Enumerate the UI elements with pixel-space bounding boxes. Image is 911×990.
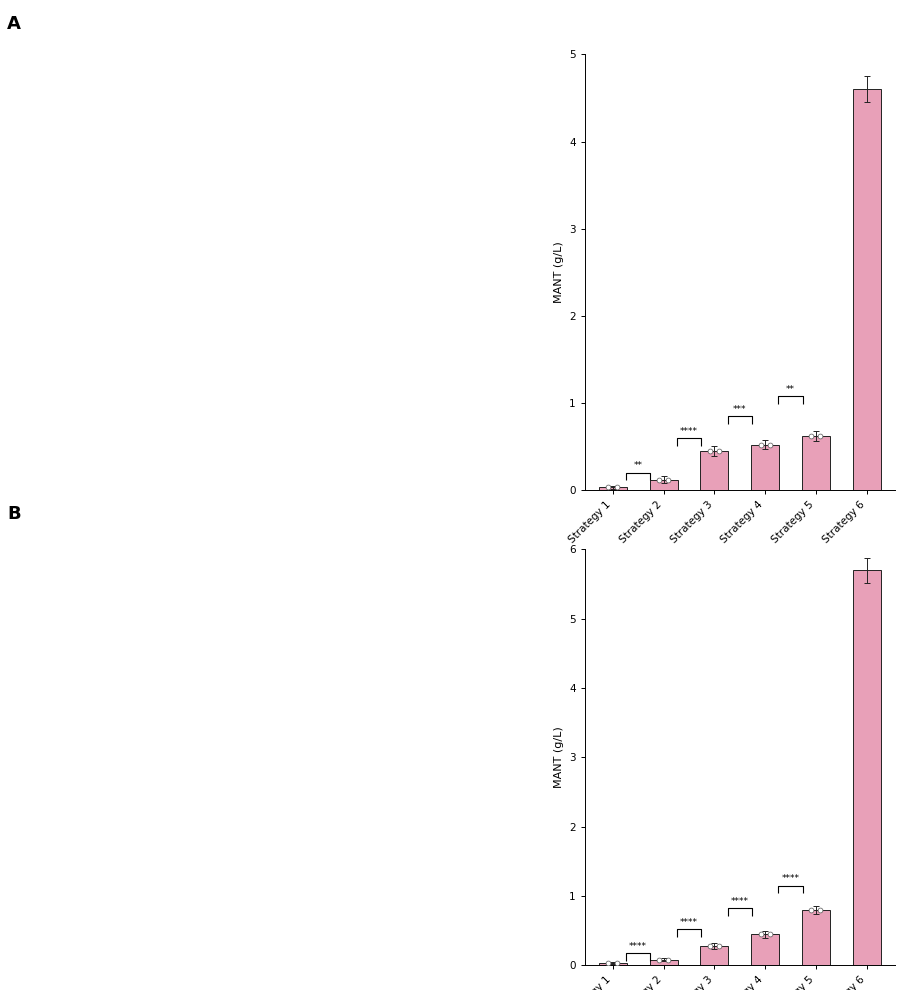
Text: ****: **** xyxy=(630,942,647,951)
Bar xyxy=(752,935,779,965)
Text: ****: **** xyxy=(680,918,698,927)
Text: ****: **** xyxy=(731,897,749,907)
Bar xyxy=(853,89,881,490)
Text: B: B xyxy=(7,505,21,523)
Text: A: A xyxy=(7,15,21,33)
Bar xyxy=(802,436,830,490)
Text: **: ** xyxy=(634,461,642,470)
Bar xyxy=(599,963,627,965)
Bar xyxy=(599,487,627,490)
Text: ****: **** xyxy=(782,874,800,883)
Y-axis label: MANT (g/L): MANT (g/L) xyxy=(554,727,564,788)
Text: **: ** xyxy=(786,385,795,394)
Bar xyxy=(650,479,678,490)
Bar xyxy=(701,945,728,965)
Bar xyxy=(802,910,830,965)
Text: ****: **** xyxy=(680,427,698,436)
Bar xyxy=(752,445,779,490)
Bar xyxy=(650,959,678,965)
Bar xyxy=(853,570,881,965)
Bar xyxy=(701,450,728,490)
Y-axis label: MANT (g/L): MANT (g/L) xyxy=(554,242,564,303)
Text: ***: *** xyxy=(733,405,746,414)
